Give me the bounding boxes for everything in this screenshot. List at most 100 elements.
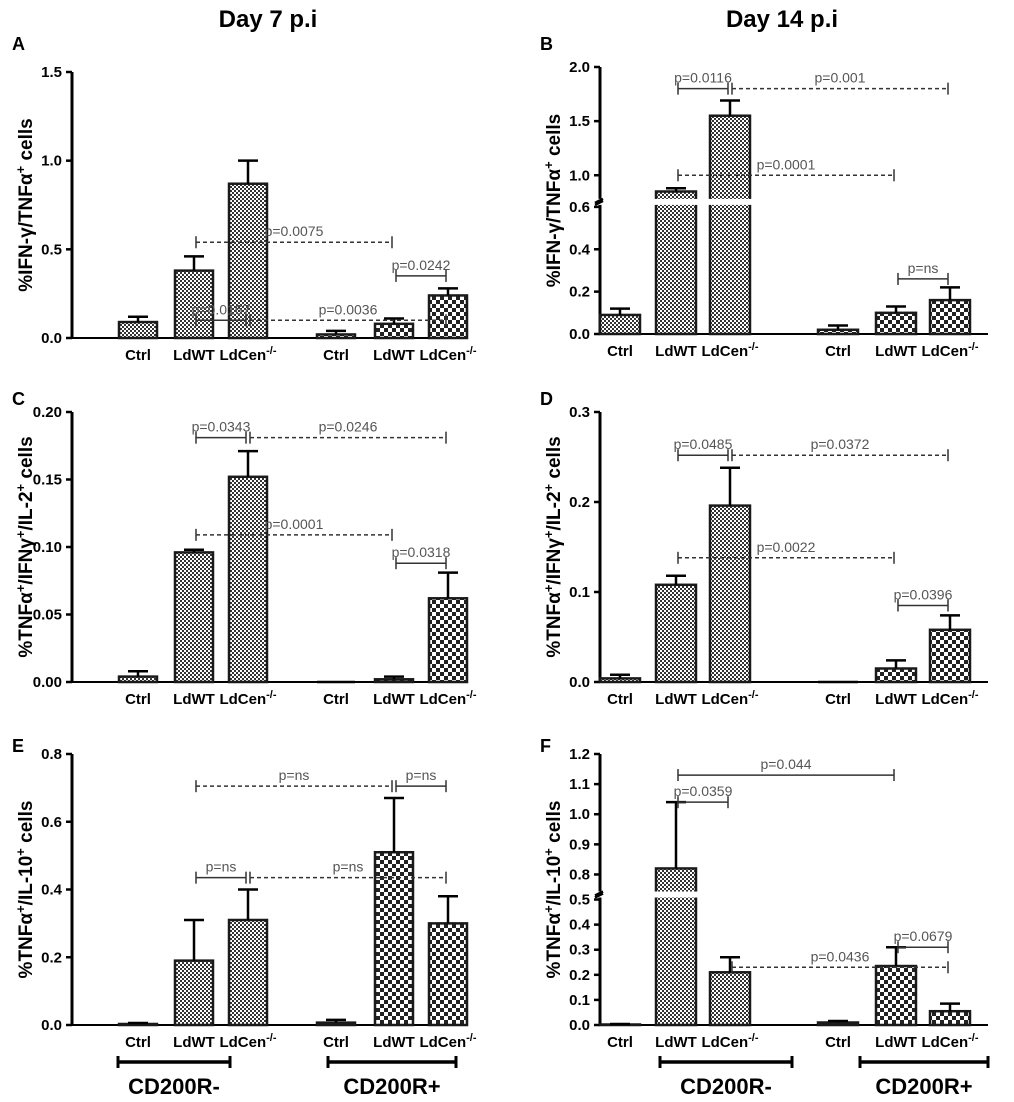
significance-bracket: p=0.001 [731,70,949,95]
p-value-label: p=0.0436 [811,948,870,964]
bar-group [598,673,642,684]
p-value-label: p=0.0246 [319,419,378,435]
bar-group [708,955,752,1027]
group-brackets: CD200R- CD200R+ CD200R- CD200R+ [116,1056,990,1099]
significance-bracket: p=ns [249,859,447,884]
bar [227,918,269,1027]
y-tick-label: 0.05 [33,607,62,624]
p-value-label: p=0.0343 [192,419,251,435]
y-tick-label: 0.1 [569,584,590,601]
p-value-label: p=ns [206,859,237,875]
significance-bracket: p=0.0167 [192,301,251,327]
bar-break-gap [707,198,753,205]
significance-bracket: p=0.0396 [894,587,953,612]
p-value-label: p=0.0485 [674,436,733,452]
bar-group [117,669,159,684]
bar [874,964,918,1027]
significance-bracket: p=0.0001 [195,516,393,541]
panel-b: B 0.0 0.2 0.4 0.6 1.0 1.5 2.0 %IFN-γ/TNFα+ cells… [540,34,988,360]
y-tick-label: 0.2 [569,967,590,984]
x-tick-label: LdWT [173,1034,215,1051]
x-tick-label: Ctrl [323,347,349,364]
significance-bracket: p=0.0022 [677,539,895,564]
significance-bracket: p=0.0436 [731,948,949,974]
y-axis-label: %IFN-γ/TNFα+ cells [13,118,38,291]
y-tick-label: 0.2 [41,949,62,966]
bar-group [227,449,269,684]
y-tick-label: 0.9 [569,836,590,853]
x-tick-label: Ctrl [323,1034,349,1051]
significance-bracket: p=0.0036 [249,301,447,327]
bar [708,114,752,336]
significance-bracket: p=ns [395,767,447,793]
bar [227,475,269,684]
group-bracket-right-bottom-plus: CD200R+ [858,1056,990,1099]
y-tick-label: 0.4 [41,882,63,899]
p-value-label: p=0.0396 [894,587,953,603]
p-value-label: p=0.0001 [265,516,324,532]
x-tick-label: LdCen-/- [701,689,758,708]
x-tick-label: LdCen-/- [701,341,758,360]
x-tick-label: LdWT [373,347,415,364]
p-value-label: p=0.044 [761,756,812,772]
group-label-cd200r-pos-right: CD200R+ [875,1074,972,1099]
x-tick-label: LdWT [875,1034,917,1051]
x-tick-label: LdCen-/- [921,341,978,360]
y-tick-label: 0.8 [41,746,62,763]
y-tick-label: 0.5 [569,892,590,909]
p-value-label: p=0.0116 [674,70,732,86]
significance-bracket: p=ns [195,859,247,884]
p-value-label: p=0.0679 [894,928,953,944]
significance-bracket: p=0.0001 [677,156,895,182]
panel-label-c: C [12,389,25,409]
y-tick-label: 1.0 [569,167,590,184]
p-value-label: p=ns [908,260,939,276]
y-tick-label: 0.4 [569,241,591,258]
p-value-label: p=0.0167 [192,301,251,317]
x-tick-label: LdWT [875,691,917,708]
x-tick-label: LdCen-/- [921,1032,978,1051]
bar [708,504,752,684]
p-value-label: p=0.0001 [757,156,816,172]
bar-group [315,1018,357,1027]
bar [816,328,860,336]
y-tick-label: 0.0 [41,330,62,347]
bar-group [928,614,972,684]
x-tick-label: Ctrl [607,691,633,708]
significance-bracket: p=0.0359 [674,783,733,809]
y-axis-label: %TNFα+/IL-10+ cells [541,801,566,979]
bar-group [598,1022,642,1027]
bar-group [707,99,753,336]
bar-group [928,1002,972,1027]
bar-group [427,571,469,684]
x-tick-label: LdWT [655,691,697,708]
x-tick-label: Ctrl [607,1034,633,1051]
panel-label-e: E [12,736,24,756]
bar-group [227,888,269,1027]
bar [654,583,698,684]
bar-group [173,918,215,1027]
group-label-cd200r-neg-right: CD200R- [680,1074,772,1099]
y-tick-label: 2.0 [569,59,590,76]
bar [598,677,642,684]
x-tick-label: LdWT [655,1034,697,1051]
x-tick-label: LdCen-/- [419,345,476,364]
p-value-label: p=ns [279,767,310,783]
y-tick-label: 0.1 [569,992,590,1009]
x-tick-label: LdCen-/- [921,689,978,708]
y-axis-label: %IFN-γ/TNFα+ cells [541,114,566,287]
axis-break-mark [594,890,604,897]
bar-group [874,305,918,336]
bar-group [227,159,269,340]
y-tick-label: 0.00 [33,674,62,691]
y-tick-label: 0.6 [569,199,590,216]
axis-break-mark [594,199,604,207]
y-tick-label: 0.3 [569,404,590,421]
p-value-label: p=0.0359 [674,783,733,799]
bar-break-gap [653,198,699,205]
x-tick-label: Ctrl [607,343,633,360]
bar [928,628,972,684]
p-value-label: p=0.0318 [392,544,451,560]
significance-bracket: p=ns [897,260,949,285]
